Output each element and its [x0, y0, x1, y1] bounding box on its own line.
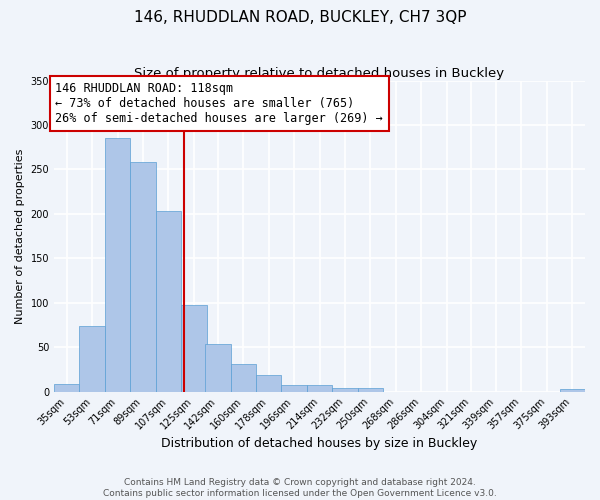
Bar	[205, 344, 230, 392]
Bar	[332, 388, 358, 392]
Text: 146, RHUDDLAN ROAD, BUCKLEY, CH7 3QP: 146, RHUDDLAN ROAD, BUCKLEY, CH7 3QP	[134, 10, 466, 25]
Title: Size of property relative to detached houses in Buckley: Size of property relative to detached ho…	[134, 68, 505, 80]
Text: 146 RHUDDLAN ROAD: 118sqm
← 73% of detached houses are smaller (765)
26% of semi: 146 RHUDDLAN ROAD: 118sqm ← 73% of detac…	[55, 82, 383, 126]
Bar	[54, 384, 79, 392]
X-axis label: Distribution of detached houses by size in Buckley: Distribution of detached houses by size …	[161, 437, 478, 450]
Bar	[358, 388, 383, 392]
Bar	[281, 384, 307, 392]
Bar	[256, 375, 281, 392]
Bar	[560, 389, 585, 392]
Bar	[181, 306, 206, 392]
Bar	[105, 138, 130, 392]
Y-axis label: Number of detached properties: Number of detached properties	[15, 148, 25, 324]
Bar	[230, 364, 256, 392]
Bar	[130, 162, 156, 392]
Bar	[156, 211, 181, 392]
Bar	[307, 384, 332, 392]
Bar	[79, 326, 105, 392]
Text: Contains HM Land Registry data © Crown copyright and database right 2024.
Contai: Contains HM Land Registry data © Crown c…	[103, 478, 497, 498]
